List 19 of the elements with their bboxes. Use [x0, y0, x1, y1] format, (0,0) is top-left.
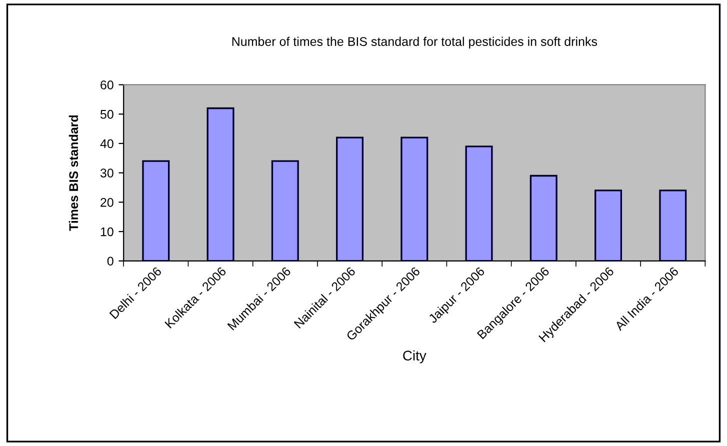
bar — [659, 190, 687, 261]
bar — [142, 160, 170, 261]
y-tick-label: 40 — [100, 139, 114, 148]
y-axis-title: Times BIS standard — [68, 115, 78, 231]
y-tick-label: 10 — [100, 227, 114, 236]
y-tick-label: 60 — [100, 80, 114, 90]
bar — [530, 174, 558, 261]
bar — [465, 146, 493, 261]
y-tick-label: 0 — [107, 256, 114, 266]
y-tick-label: 30 — [100, 168, 114, 178]
bar — [206, 107, 234, 261]
bar — [594, 190, 622, 261]
bar — [271, 160, 299, 261]
bar — [400, 136, 428, 261]
bar — [336, 136, 364, 261]
x-axis-title: City — [403, 350, 426, 364]
chart-title: Number of times the BIS standard for total pesticides in soft drinks — [232, 36, 598, 48]
y-tick-label: 50 — [100, 110, 114, 119]
y-tick-label: 20 — [100, 198, 114, 207]
